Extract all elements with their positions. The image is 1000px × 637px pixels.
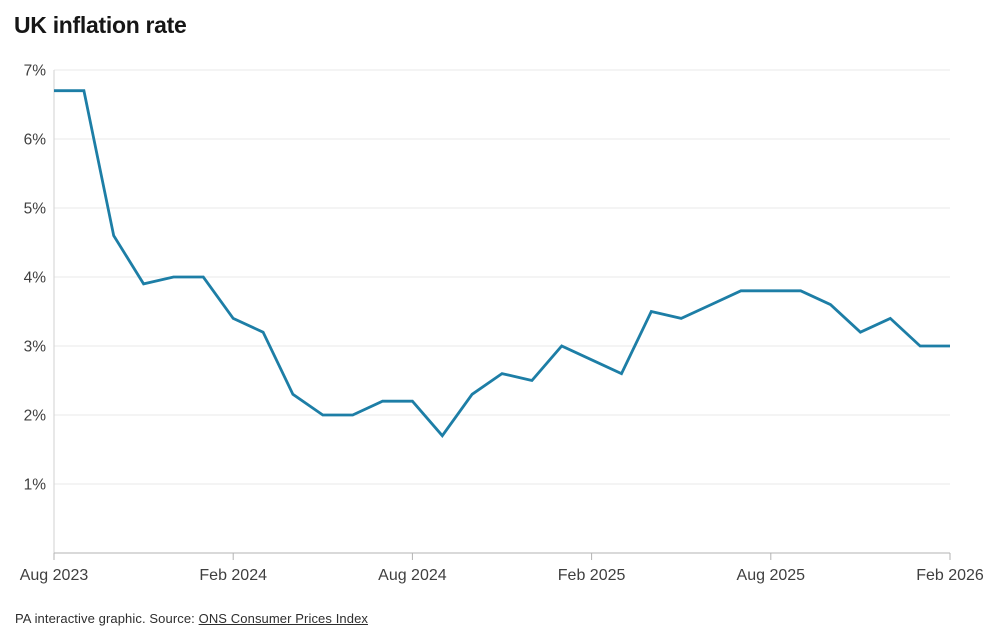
- y-axis-label-6pct: 6%: [24, 132, 47, 149]
- y-axis-label-2pct: 2%: [24, 408, 47, 425]
- y-axis-label-1pct: 1%: [24, 477, 47, 494]
- source-attribution: PA interactive graphic. Source: ONS Cons…: [15, 611, 368, 626]
- x-axis-label-5: Feb 2026: [916, 567, 984, 584]
- x-axis-label-0: Aug 2023: [20, 567, 89, 584]
- inflation-rate-line: [54, 89, 950, 438]
- source-attribution-text: PA interactive graphic. Source:: [15, 611, 199, 626]
- y-axis-label-3pct: 3%: [24, 339, 47, 356]
- x-axis-label-3: Feb 2025: [558, 567, 626, 584]
- x-axis-label-1: Feb 2024: [199, 567, 267, 584]
- inflation-line-chart: 1% 2% 3% 4% 5% 6% 7% Aug 2023 Feb 2024 Aug 2024 Fe…: [20, 63, 984, 585]
- source-link[interactable]: ONS Consumer Prices Index: [198, 611, 369, 626]
- y-axis-label-5pct: 5%: [24, 201, 47, 218]
- y-axis-label-7pct: 7%: [24, 63, 47, 80]
- x-axis-label-2: Aug 2024: [378, 567, 447, 584]
- x-axis-label-4: Aug 2025: [737, 567, 806, 584]
- page-title: UK inflation rate: [14, 12, 187, 38]
- y-axis-label-4pct: 4%: [24, 270, 47, 287]
